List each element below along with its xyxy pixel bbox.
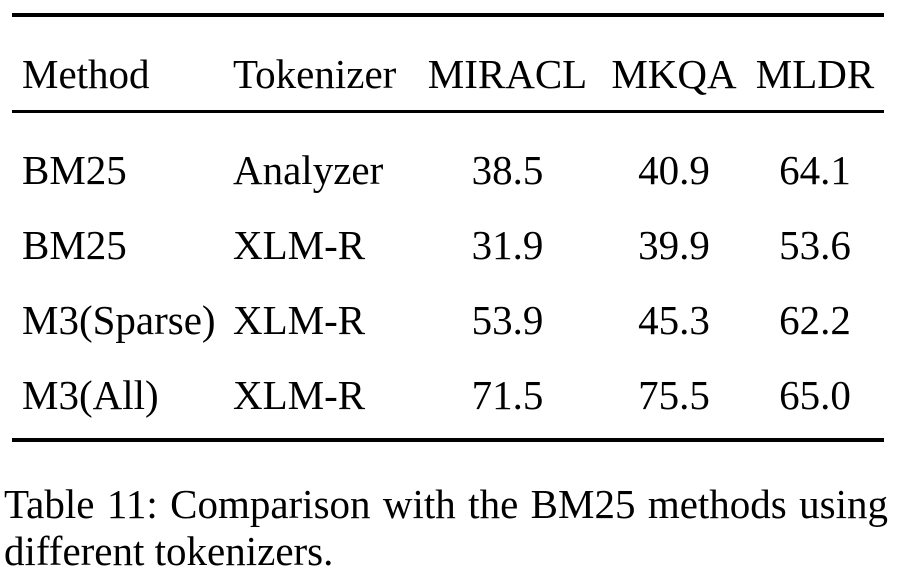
header-cell-method: Method [22, 51, 150, 97]
table-header-rule [12, 110, 884, 113]
cell-miracl: 38.5 [471, 147, 544, 193]
cell-mkqa: 45.3 [638, 297, 710, 343]
cell-mldr: 64.1 [779, 147, 851, 193]
cell-mkqa: 40.9 [638, 147, 710, 193]
header-cell-mkqa: MKQA [611, 51, 737, 97]
cell-method: M3(All) [22, 372, 159, 418]
table-row: M3(Sparse) XLM-R 53.9 45.3 62.2 [12, 297, 884, 344]
cell-method: M3(Sparse) [22, 297, 216, 343]
table-top-rule [12, 13, 884, 17]
cell-tokenizer: XLM-R [233, 222, 366, 268]
header-cell-miracl: MIRACL [427, 51, 588, 97]
table-row: BM25 Analyzer 38.5 40.9 64.1 [12, 147, 884, 194]
table-caption-line-1: Table 11: Comparison with the BM25 metho… [4, 481, 888, 527]
cell-tokenizer: Analyzer [233, 147, 384, 193]
cell-mkqa: 75.5 [638, 372, 710, 418]
cell-miracl: 53.9 [471, 297, 544, 343]
table-row: M3(All) XLM-R 71.5 75.5 65.0 [12, 372, 884, 419]
header-cell-tokenizer: Tokenizer [233, 51, 397, 97]
cell-mldr: 53.6 [779, 222, 851, 268]
table-header-row: Method Tokenizer MIRACL MKQA MLDR [12, 51, 884, 98]
cell-mldr: 62.2 [779, 297, 851, 343]
table-caption: Table 11: Comparison with the BM25 metho… [4, 481, 888, 575]
table-bottom-rule [12, 438, 884, 442]
cell-miracl: 31.9 [471, 222, 544, 268]
header-cell-mldr: MLDR [755, 51, 875, 97]
table-row: BM25 XLM-R 31.9 39.9 53.6 [12, 222, 884, 269]
cell-mkqa: 39.9 [638, 222, 710, 268]
cell-miracl: 71.5 [471, 372, 544, 418]
cell-method: BM25 [22, 147, 127, 193]
cell-mldr: 65.0 [779, 372, 851, 418]
cell-tokenizer: XLM-R [233, 297, 366, 343]
table-caption-line-2: different tokenizers. [4, 528, 334, 574]
cell-method: BM25 [22, 222, 127, 268]
cell-tokenizer: XLM-R [233, 372, 366, 418]
